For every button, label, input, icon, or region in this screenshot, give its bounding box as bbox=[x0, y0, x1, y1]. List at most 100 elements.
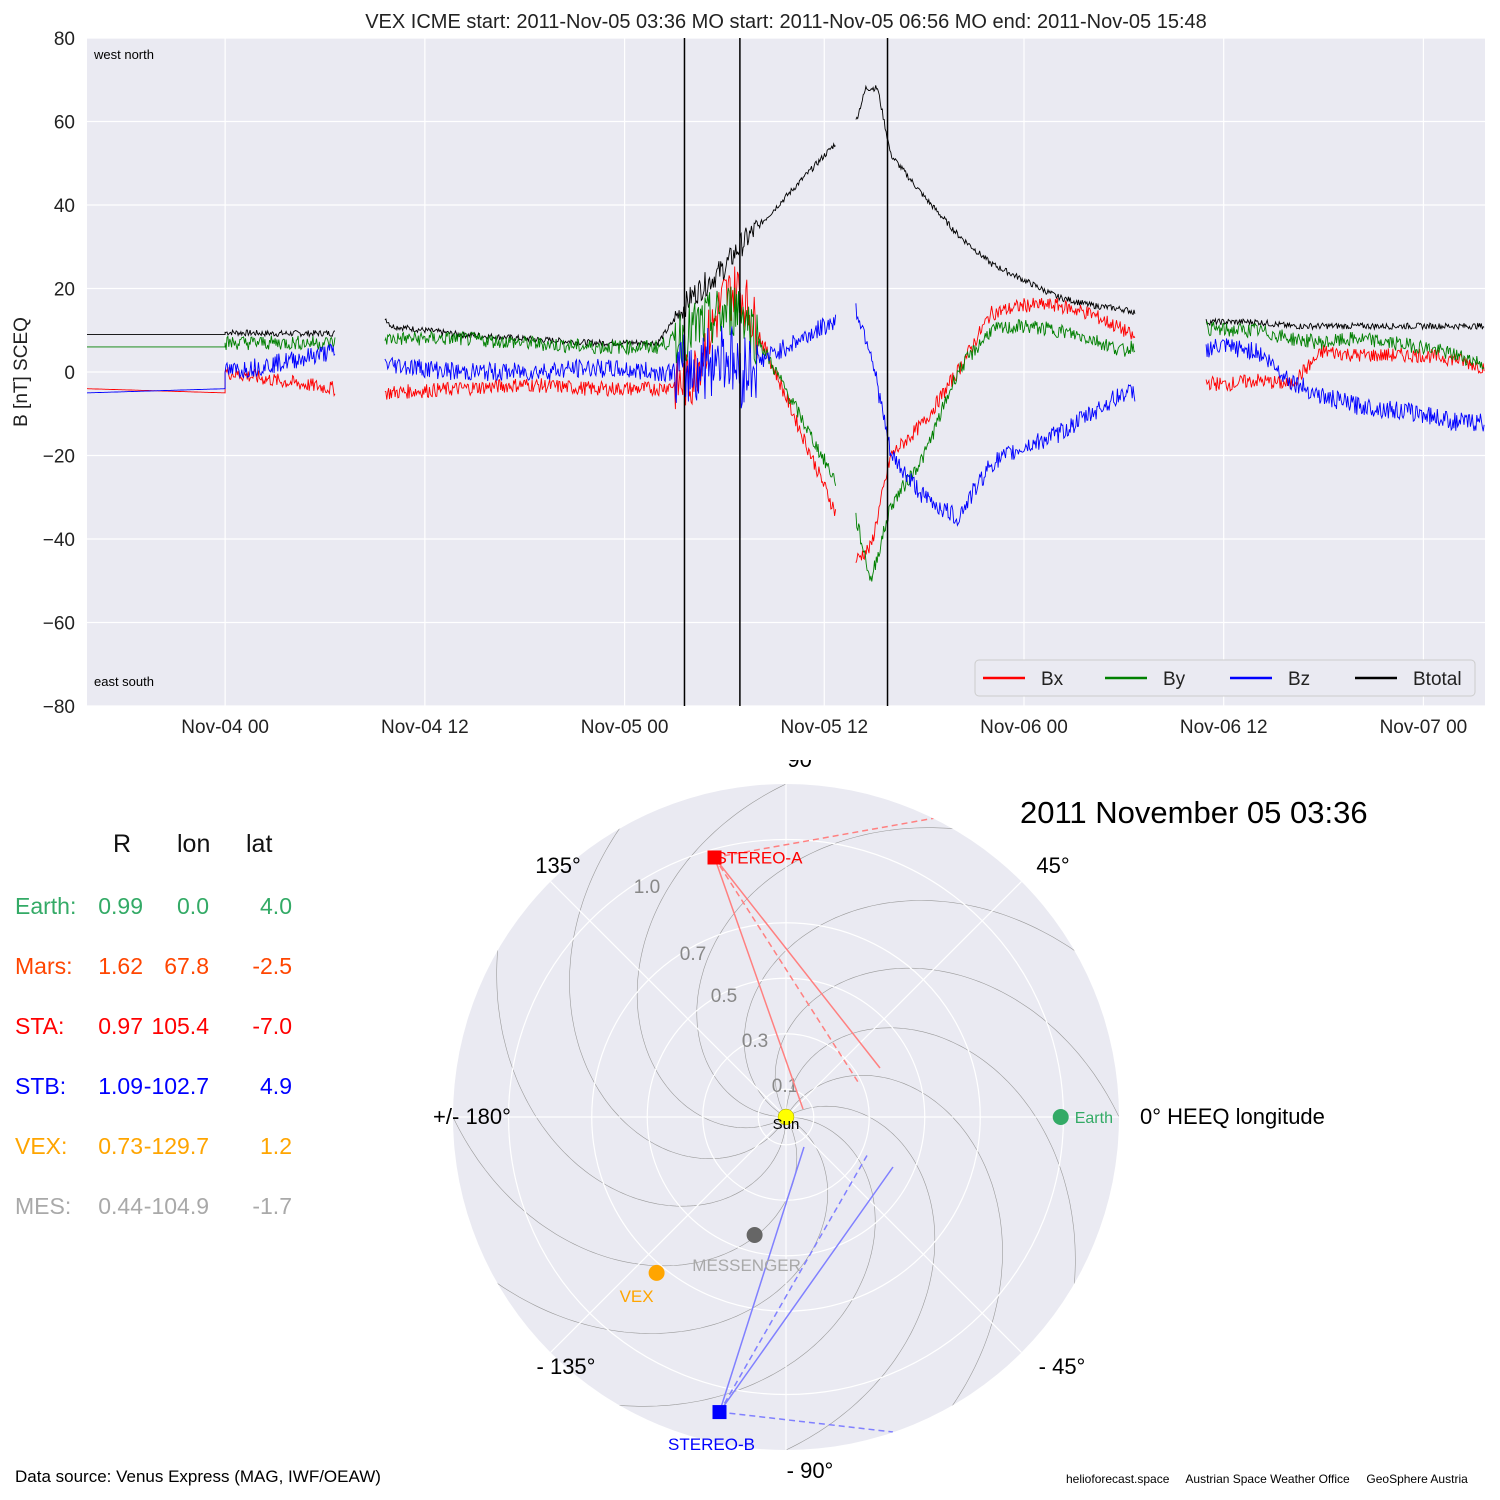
polar-position-chart: 0.1 0.3 0.50.7 1.0 0° HEEQ longitude 45° 90° 13… bbox=[433, 760, 1325, 1483]
series-line-btotal bbox=[1205, 317, 1485, 331]
table-cell-lon: -104.9 bbox=[143, 1193, 209, 1219]
chart-title: VEX ICME start: 2011-Nov-05 03:36 MO sta… bbox=[365, 11, 1207, 33]
table-row-label: Mars: bbox=[15, 953, 73, 979]
fov-line bbox=[718, 1166, 894, 1413]
series-line-by bbox=[1205, 321, 1485, 370]
spiral-line bbox=[593, 1116, 876, 1407]
series-line-bx bbox=[87, 366, 336, 397]
stereo-a-label: STEREO-A bbox=[716, 848, 804, 867]
x-tick-label: Nov-05 00 bbox=[581, 717, 669, 738]
angle-label: - 45° bbox=[1039, 1354, 1086, 1379]
legend-label: By bbox=[1163, 669, 1186, 690]
series-line-btotal bbox=[855, 84, 1136, 316]
y-tick-label: 20 bbox=[54, 280, 75, 301]
x-tick-label: Nov-04 00 bbox=[181, 717, 269, 738]
sun-marker bbox=[777, 1108, 795, 1126]
data-source-label: Data source: Venus Express (MAG, IWF/OEA… bbox=[15, 1467, 381, 1486]
angle-label: 45° bbox=[1036, 853, 1069, 878]
series-line-by bbox=[384, 286, 837, 486]
angle-label: - 90° bbox=[787, 1458, 834, 1483]
series-line-bx bbox=[855, 297, 1136, 563]
angle-gridline bbox=[550, 881, 787, 1118]
table-cell-lon: 0.0 bbox=[177, 893, 209, 919]
messenger-marker bbox=[746, 1226, 763, 1243]
credits-label: helioforecast.space Austrian Space Weath… bbox=[1066, 1472, 1468, 1486]
radial-tick-label: 0.5 bbox=[711, 986, 737, 1007]
series-line-by bbox=[855, 319, 1136, 582]
angle-label: 0° HEEQ longitude bbox=[1140, 1104, 1325, 1129]
series-by bbox=[87, 286, 1485, 582]
series-line-bz bbox=[384, 314, 837, 409]
table-header: lon bbox=[177, 830, 211, 858]
y-tick-label: −60 bbox=[43, 614, 75, 635]
table-cell-lon: -102.7 bbox=[143, 1073, 209, 1099]
table-cell-r: 1.09 bbox=[98, 1073, 143, 1099]
y-tick-label: 60 bbox=[54, 113, 75, 134]
y-tick-label: −40 bbox=[43, 530, 75, 551]
spiral-line bbox=[569, 807, 787, 1160]
legend-label: Bz bbox=[1288, 669, 1310, 690]
spiral-line bbox=[476, 1116, 829, 1334]
spiral-line bbox=[785, 1027, 1076, 1310]
vex-label: VEX bbox=[620, 1287, 654, 1306]
table-cell-r: 0.99 bbox=[98, 893, 143, 919]
series-line-by bbox=[87, 335, 336, 351]
fov-line bbox=[718, 1146, 805, 1413]
series-line-bz bbox=[86, 343, 336, 394]
radial-tick-label: 0.3 bbox=[742, 1031, 768, 1052]
table-row-label: MES: bbox=[15, 1193, 72, 1219]
y-axis-label: B [nT] SCEQ bbox=[11, 317, 32, 427]
spiral-line bbox=[743, 900, 1096, 1118]
table-row-label: VEX: bbox=[15, 1133, 68, 1159]
x-tick-label: Nov-06 12 bbox=[1180, 717, 1268, 738]
fov-line bbox=[713, 857, 881, 1069]
polar-date-title: 2011 November 05 03:36 bbox=[1020, 795, 1368, 830]
messenger-label: MESSENGER bbox=[692, 1256, 801, 1275]
y-tick-label: 80 bbox=[54, 29, 75, 50]
angle-label: - 135° bbox=[537, 1354, 596, 1379]
legend-label: Bx bbox=[1041, 669, 1064, 690]
fov-line bbox=[713, 857, 859, 1083]
spiral-line bbox=[636, 784, 811, 1129]
table-row-label: STB: bbox=[15, 1073, 67, 1099]
series-line-bx bbox=[384, 266, 837, 516]
spiral-line bbox=[761, 1105, 936, 1450]
radial-tick-label: 0.7 bbox=[680, 944, 706, 965]
stereo-b-marker bbox=[712, 1405, 727, 1420]
table-cell-r: 0.97 bbox=[98, 1013, 143, 1039]
stereo-a-marker bbox=[707, 850, 722, 865]
legend-box bbox=[974, 659, 1476, 697]
corner-label-top: west north bbox=[93, 47, 154, 62]
table-cell-r: 0.44 bbox=[98, 1193, 143, 1219]
angle-gridline bbox=[550, 1116, 787, 1353]
x-tick-label: Nov-06 00 bbox=[980, 717, 1068, 738]
table-cell-lat: -7.0 bbox=[252, 1013, 292, 1039]
fov-lines bbox=[713, 817, 936, 1433]
angle-gridline bbox=[785, 881, 1022, 1118]
series-bx bbox=[87, 266, 1485, 563]
earth-label: Earth bbox=[1075, 1110, 1113, 1127]
vex-marker bbox=[648, 1264, 665, 1281]
magnetic-field-chart: 80 60 40 20 0 −20 −40 −60 −80 Nov-04 00 Nov-04 12 N… bbox=[11, 11, 1485, 738]
corner-label-bottom: east south bbox=[94, 674, 154, 689]
series-line-bz bbox=[855, 303, 1136, 527]
y-tick-label: −20 bbox=[43, 447, 75, 468]
spiral-line bbox=[696, 827, 979, 1118]
angle-label: 135° bbox=[535, 853, 581, 878]
table-cell-lat: -2.5 bbox=[252, 953, 292, 979]
table-row-label: Earth: bbox=[15, 893, 77, 919]
table-cell-lat: 4.9 bbox=[260, 1073, 292, 1099]
stereo-b-label: STEREO-B bbox=[668, 1435, 755, 1454]
series-line-bz bbox=[1205, 338, 1485, 432]
x-tick-label: Nov-07 00 bbox=[1380, 717, 1468, 738]
sun-label: Sun bbox=[773, 1116, 800, 1133]
spiral-line bbox=[774, 967, 1119, 1142]
radial-tick-label: 0.1 bbox=[772, 1076, 798, 1097]
spiral-line bbox=[496, 924, 787, 1207]
legend: Bx By Bz Btotal bbox=[974, 659, 1476, 697]
x-tick-label: Nov-04 12 bbox=[381, 717, 469, 738]
angle-gridline bbox=[785, 1116, 1022, 1353]
angle-label: 90° bbox=[787, 760, 820, 772]
